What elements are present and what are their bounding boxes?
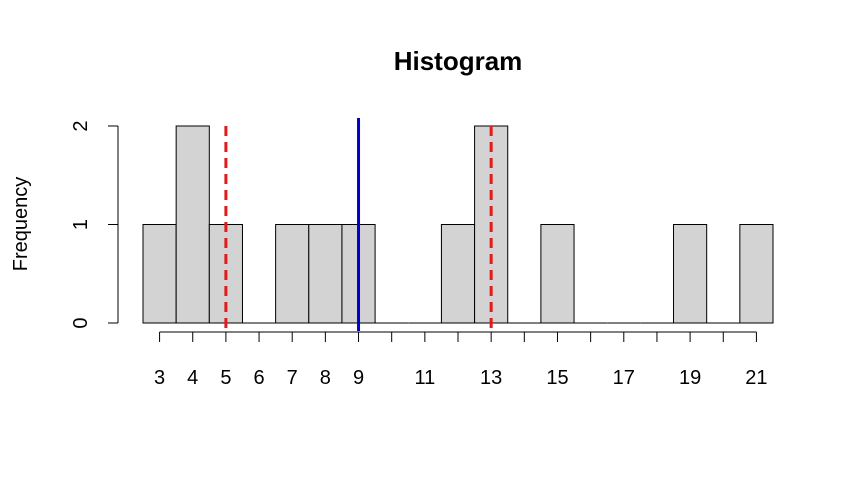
x-tick-label-0: 3 xyxy=(154,367,165,389)
reference-lines-group xyxy=(224,118,493,331)
y-tick-label-1: 1 xyxy=(70,219,92,230)
x-tick-label-5: 8 xyxy=(320,367,331,389)
histogram-bar-0 xyxy=(142,224,177,324)
chart-title: Histogram xyxy=(394,46,523,76)
histogram-bar-1 xyxy=(175,125,210,324)
histogram-bar-18 xyxy=(739,224,774,324)
y-tick-label-2: 2 xyxy=(70,120,92,131)
histogram-bar-5 xyxy=(308,224,343,324)
histogram-bar-4 xyxy=(275,224,310,324)
y-tick-label-0: 0 xyxy=(70,317,92,328)
histogram-bar-16 xyxy=(673,224,708,324)
x-tick-label-4: 7 xyxy=(287,367,298,389)
y-axis-label: Frequency xyxy=(10,177,32,272)
x-axis: 3 4 5 6 7 8 9 11 13 15 17 19 21 xyxy=(154,331,768,389)
y-axis: 0 1 2 xyxy=(70,120,119,329)
histogram-bar-9 xyxy=(440,224,476,324)
histogram-bar-12 xyxy=(540,224,575,324)
x-tick-label-2: 5 xyxy=(220,367,231,389)
bars-group xyxy=(142,125,774,324)
x-tick-label-16: 19 xyxy=(679,367,701,389)
x-tick-label-10: 13 xyxy=(480,367,502,389)
x-tick-label-1: 4 xyxy=(187,367,198,389)
x-tick-label-6: 9 xyxy=(353,367,364,389)
x-tick-label-3: 6 xyxy=(253,367,264,389)
x-tick-label-8: 11 xyxy=(414,367,435,389)
x-tick-label-12: 15 xyxy=(546,367,568,389)
x-tick-label-18: 21 xyxy=(745,367,767,389)
x-tick-label-14: 17 xyxy=(613,367,635,389)
